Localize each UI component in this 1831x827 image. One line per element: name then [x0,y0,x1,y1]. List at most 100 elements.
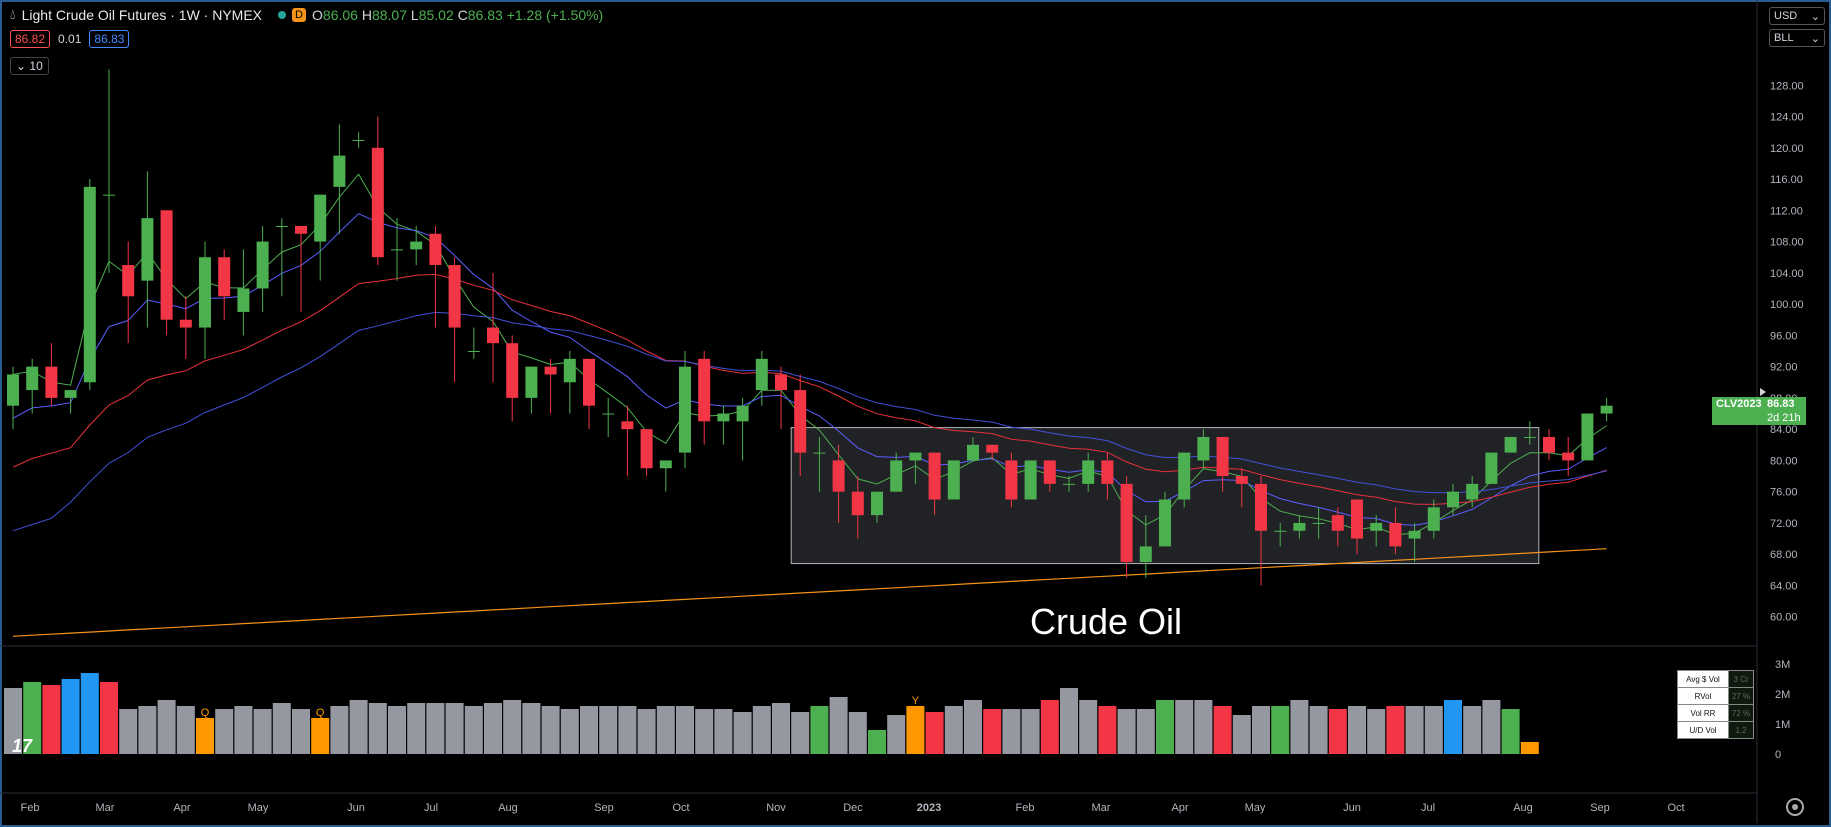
candle-up [813,452,826,454]
volume-bar [1271,706,1290,754]
y-tick-label: 124.00 [1770,112,1804,124]
x-tick-label: Jul [1421,802,1435,814]
candle-up [64,390,77,398]
bid-button[interactable]: 86.82 [10,30,51,48]
ema-slow-line [12,273,1607,505]
last-price-label: CLV2023 86.83 2d 21h [1712,397,1806,425]
sma-long-line [12,311,1607,532]
volume-bar [983,709,1002,754]
volume-bar [311,718,330,754]
volume-bar [1079,700,1098,754]
volume-bar [1444,700,1462,754]
volume-bar [253,709,272,754]
candle-down [1562,452,1575,461]
candle-down [986,444,999,453]
volume-bar [1252,706,1270,754]
ticker-symbol: CLV2023 [1712,397,1766,411]
candle-down [775,374,787,391]
x-tick-label: Feb [21,802,40,814]
candle-up [391,249,403,251]
candle-up [467,351,480,352]
x-tick-label: May [1245,802,1266,814]
candle-down [1351,499,1363,539]
volume-bar [637,709,656,754]
x-tick-label: Oct [672,802,689,814]
candle-up [1370,522,1383,531]
candle-up [26,366,39,391]
volume-bar [1021,709,1040,754]
candle-up [103,194,115,196]
candle-down [218,257,231,297]
volume-bar [772,703,790,754]
volume-stats-table: Avg $ Vol 3 Cr RVol 27 % Vol RR 72 % U/D Vo… [1677,670,1754,739]
candle-up [717,413,730,422]
volume-bar [292,709,310,754]
volume-bar [887,715,906,754]
spread-value: 0.01 [58,32,82,46]
volume-bar [42,685,61,754]
stats-label: RVol [1677,687,1729,705]
earnings-marker: Y [912,695,920,707]
candle-down [122,265,135,297]
candle-up [1139,546,1152,563]
candle-up [1178,452,1191,500]
volume-tick-label: 3M [1775,659,1790,671]
candle-down [1043,460,1056,484]
candle-up [967,444,979,461]
stats-label: Vol RR [1677,704,1729,722]
volume-bar [330,706,349,754]
x-tick-label: Mar [1092,802,1111,814]
volume-bar [618,706,637,754]
volume-bar [964,700,982,754]
stats-row: Vol RR 72 % [1677,704,1754,722]
x-tick-label: Sep [1590,802,1610,814]
x-tick-label: Apr [173,802,190,814]
candle-up [1024,460,1037,500]
candle-up [736,405,749,422]
candle-up [525,366,538,398]
currency-select[interactable]: USD ⌄ [1769,7,1825,25]
volume-bar [1098,706,1117,754]
settings-gear-icon[interactable] [1786,798,1804,816]
volume-bar [1194,700,1213,754]
tradingview-logo[interactable]: 17 [12,736,33,756]
volume-bar [4,688,22,754]
chevron-down-icon: ⌄ [1810,32,1820,45]
volume-bar [503,700,522,754]
candle-down [1216,436,1229,477]
volume-bar [1232,715,1251,754]
volume-bar [1002,709,1021,754]
unit-select[interactable]: BLL ⌄ [1769,29,1825,47]
y-tick-label: 60.00 [1770,612,1798,624]
volume-tick-label: 0 [1775,749,1781,761]
stats-row: RVol 27 % [1677,687,1754,705]
x-tick-label: Apr [1171,802,1188,814]
candle-up [947,460,960,500]
x-tick-label: Oct [1667,802,1684,814]
symbol-title[interactable]: Light Crude Oil Futures · 1W · NYMEX [21,6,263,23]
candle-up [1523,436,1536,438]
indicator-toggle[interactable]: ⌄ 10 [10,57,49,75]
candle-up [602,413,615,415]
volume-bar [349,700,368,754]
volume-bar [810,706,829,754]
x-tick-label: Jun [1343,802,1361,814]
volume-bar [1117,709,1136,754]
volume-bar [1348,706,1366,754]
candle-up [755,358,768,391]
volume-bar [541,706,560,754]
candle-down [1120,483,1133,563]
volume-bar [752,706,771,754]
candle-up [1408,530,1421,539]
volume-bar [272,703,291,754]
volume-bar [464,706,483,754]
ask-button[interactable]: 86.83 [89,30,130,48]
volume-bar [1290,700,1309,754]
volume-bar [695,709,714,754]
drop-icon: 💧︎ [10,6,16,22]
volume-bar [368,703,387,754]
candle-up [890,460,903,492]
candle-up [237,288,250,312]
